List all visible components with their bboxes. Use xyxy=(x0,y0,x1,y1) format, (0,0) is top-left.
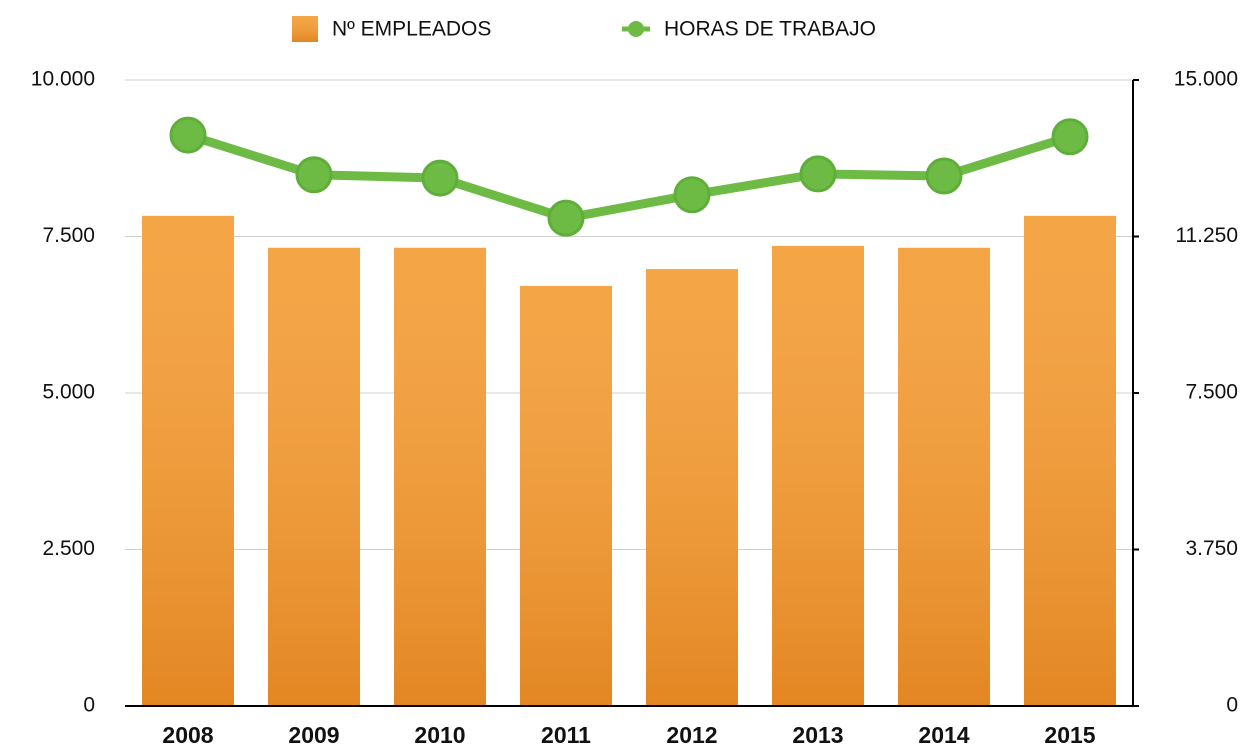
line-marker xyxy=(1051,118,1089,156)
x-tick-label: 2009 xyxy=(288,722,339,747)
y-tick-label: 10.000 xyxy=(31,68,95,91)
x-tick-label: 2010 xyxy=(414,722,465,747)
legend-marker xyxy=(628,21,644,37)
bar-shade xyxy=(394,247,486,706)
y-tick-label: 0 xyxy=(83,694,95,717)
bar-shade xyxy=(898,247,990,706)
legend-label: HORAS DE TRABAJO xyxy=(664,18,876,41)
bar-shade xyxy=(142,215,234,707)
line-marker xyxy=(925,157,963,195)
x-tick-label: 2014 xyxy=(918,722,969,747)
line xyxy=(186,130,1072,223)
x-tick-label: 2013 xyxy=(792,722,843,747)
y2-tick-label: 3.750 xyxy=(1185,537,1238,560)
bar-shade xyxy=(646,269,738,706)
y2-tick-label: 15.000 xyxy=(1174,68,1238,91)
y2-tick-label: 0 xyxy=(1226,694,1238,717)
x-tick-label: 2015 xyxy=(1044,722,1095,747)
y2-tick-label: 7.500 xyxy=(1185,381,1238,404)
line-marker xyxy=(547,199,585,237)
line-marker xyxy=(295,156,333,194)
line-marker xyxy=(421,159,459,197)
line-marker xyxy=(799,155,837,193)
bar-shade xyxy=(772,245,864,706)
legend-swatch-shade xyxy=(292,16,318,42)
y-tick-label: 2.500 xyxy=(42,537,95,560)
y-tick-label: 7.500 xyxy=(42,224,95,247)
x-tick-label: 2012 xyxy=(666,722,717,747)
x-tick-label: 2011 xyxy=(541,722,591,747)
bar-shade xyxy=(268,247,360,706)
line-marker xyxy=(673,176,711,214)
line-marker xyxy=(169,116,207,154)
bar-shade xyxy=(520,285,612,706)
legend-label: Nº EMPLEADOS xyxy=(332,18,491,41)
x-tick-label: 2008 xyxy=(162,722,213,747)
bar-shade xyxy=(1024,215,1116,707)
y-tick-label: 5.000 xyxy=(42,381,95,404)
y2-tick-label: 11.250 xyxy=(1175,224,1238,247)
